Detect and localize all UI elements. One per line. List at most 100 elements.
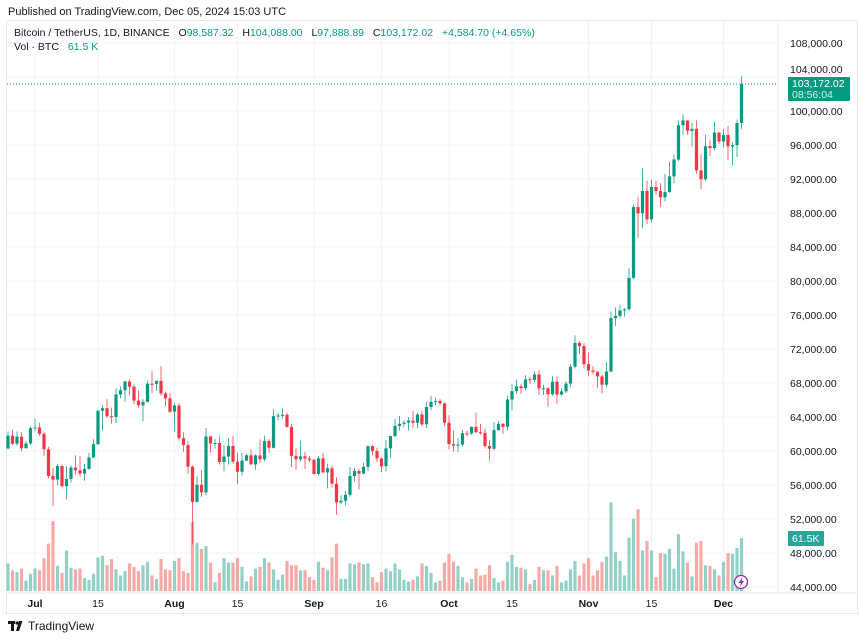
volume-bar	[613, 552, 618, 591]
candle-body	[15, 436, 19, 444]
volume-bar	[190, 522, 195, 591]
ohlc-row: Bitcoin / TetherUS, 1D, BINANCE O98,587.…	[14, 26, 541, 40]
candle-body	[550, 381, 555, 395]
candle-body	[708, 146, 712, 149]
candle-body	[483, 432, 487, 447]
candle-body	[348, 476, 352, 495]
volume-bar	[321, 567, 325, 591]
candle-body	[456, 444, 460, 446]
candle-body	[240, 460, 244, 472]
volume-bar	[600, 561, 604, 591]
volume-bar	[37, 570, 42, 591]
volume-bar	[532, 579, 537, 591]
candle-body	[78, 470, 82, 474]
volume-bar	[726, 553, 730, 591]
candle-body	[190, 466, 195, 502]
candle-body	[429, 401, 433, 407]
volume-bar	[676, 534, 681, 591]
candle-body	[208, 436, 213, 444]
candle-body	[478, 432, 483, 434]
candle-body	[676, 125, 681, 160]
volume-bar	[492, 578, 496, 591]
candle-body	[267, 441, 271, 448]
x-tick-label: 15	[506, 598, 518, 610]
volume-bar	[523, 569, 528, 591]
high-value: 104,088.00	[249, 27, 303, 39]
volume-bar	[154, 578, 159, 591]
candle-body	[460, 433, 465, 445]
candle-body	[37, 427, 42, 434]
open-label: O	[178, 27, 187, 39]
y-tick-label: 52,000.00	[790, 514, 837, 526]
y-tick-label: 100,000.00	[790, 106, 843, 118]
candle-body	[433, 400, 438, 402]
candle-body	[649, 186, 654, 220]
volume-bar	[168, 570, 172, 591]
y-tick-label: 72,000.00	[790, 344, 837, 356]
volume-bar	[735, 547, 739, 591]
candle-body	[420, 414, 424, 425]
volume-bar	[136, 571, 141, 591]
candle-body	[217, 443, 222, 462]
candle-body	[172, 405, 177, 412]
volume-bar	[627, 537, 631, 591]
candle-body	[303, 456, 307, 459]
volume-bar	[208, 562, 213, 591]
y-tick-label: 76,000.00	[790, 310, 837, 322]
candle-body	[6, 435, 10, 449]
y-tick-label: 48,000.00	[790, 548, 837, 560]
candle-body	[519, 386, 523, 389]
candle-body	[424, 406, 429, 425]
volume-bar	[33, 568, 37, 591]
candle-body	[699, 170, 703, 180]
published-note: Published on TradingView.com, Dec 05, 20…	[8, 6, 287, 18]
volume-bar	[456, 566, 460, 591]
last-price-value: 103,172.02	[792, 78, 845, 90]
volume-bar	[177, 558, 181, 591]
volume-label[interactable]: Vol · BTC	[14, 41, 59, 53]
candle-body	[316, 458, 321, 474]
y-tick-label: 104,000.00	[790, 64, 843, 76]
volume-bar	[19, 568, 24, 591]
tradingview-brand[interactable]: TradingView	[8, 619, 94, 633]
volume-bar	[280, 574, 285, 591]
candle-body	[568, 366, 573, 384]
candle-body	[667, 176, 672, 193]
volume-bar	[442, 562, 447, 591]
y-tick-label: 108,000.00	[790, 38, 843, 50]
volume-bar	[487, 565, 492, 591]
x-tick-label: Dec	[714, 598, 733, 610]
volume-bar	[114, 569, 118, 591]
volume-bar	[717, 575, 721, 591]
candle-body	[469, 427, 474, 434]
volume-bar	[685, 562, 690, 591]
volume-bar	[69, 567, 73, 591]
open-value: 98,587.32	[186, 27, 234, 39]
volume-bar	[730, 553, 735, 591]
volume-bar	[510, 554, 514, 591]
volume-bar	[100, 555, 105, 591]
volume-bar	[78, 568, 82, 591]
candle-body	[712, 132, 717, 149]
y-tick-label: 44,000.00	[790, 582, 837, 594]
candle-body	[537, 374, 541, 389]
y-tick-label: 68,000.00	[790, 378, 837, 390]
y-tick-label: 60,000.00	[790, 446, 837, 458]
volume-bar	[469, 578, 474, 591]
volume-bar	[96, 557, 100, 591]
volume-bar	[397, 569, 402, 591]
volume-tag-value: 61.5K	[792, 533, 819, 545]
volume-bar	[240, 566, 244, 591]
candle-body	[573, 342, 577, 367]
volume-bar	[708, 566, 712, 591]
volume-bar	[294, 565, 298, 591]
volume-bar	[285, 560, 289, 591]
candle-body	[384, 448, 388, 467]
volume-bar	[393, 563, 397, 591]
low-value: 97,888.89	[317, 27, 364, 39]
candle-body	[312, 459, 316, 474]
chart-frame	[6, 20, 858, 614]
symbol-title[interactable]: Bitcoin / TetherUS, 1D, BINANCE	[14, 27, 170, 39]
volume-bar	[46, 543, 51, 591]
